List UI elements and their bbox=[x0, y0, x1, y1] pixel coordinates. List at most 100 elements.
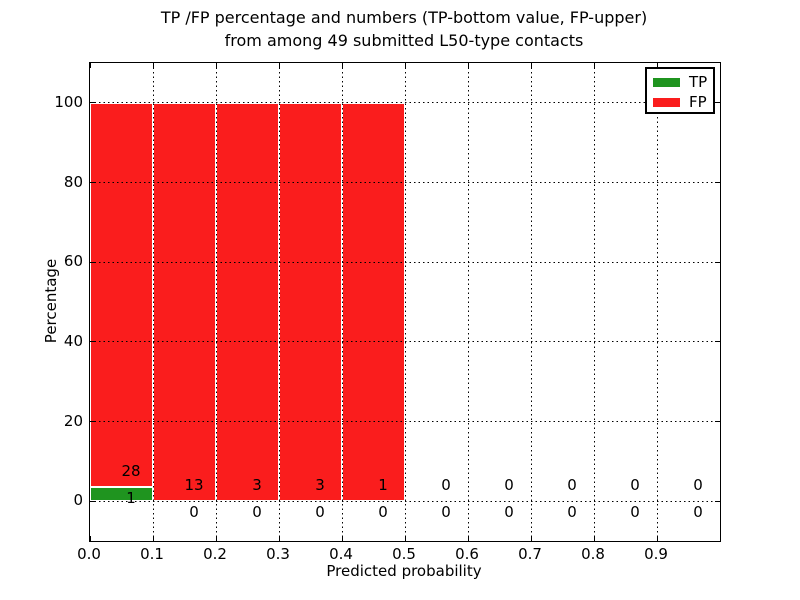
x-axis-label: Predicted probability bbox=[326, 562, 482, 580]
x-tick-label: 0.2 bbox=[203, 545, 227, 563]
horizontal-gridline bbox=[90, 500, 720, 502]
x-tick-mark bbox=[656, 63, 658, 68]
vertical-gridline bbox=[530, 63, 532, 541]
y-axis-label: Percentage bbox=[42, 258, 60, 344]
fp-count-label: 13 bbox=[184, 475, 204, 494]
fp-bar bbox=[342, 102, 405, 502]
horizontal-gridline bbox=[90, 421, 720, 422]
x-tick-mark bbox=[278, 63, 280, 68]
fp-count-label: 28 bbox=[121, 461, 141, 480]
fp-count-label: 0 bbox=[630, 475, 640, 494]
x-tick-mark bbox=[530, 63, 532, 68]
y-tick-mark bbox=[90, 421, 95, 422]
x-tick-mark bbox=[89, 63, 91, 68]
chart-title: TP /FP percentage and numbers (TP-bottom… bbox=[89, 6, 719, 52]
legend-entry-fp: FP bbox=[653, 92, 713, 112]
fp-count-label: 0 bbox=[693, 475, 703, 494]
horizontal-gridline bbox=[90, 182, 720, 183]
x-tick-mark bbox=[656, 536, 658, 541]
vertical-gridline bbox=[467, 63, 469, 541]
x-tick-mark bbox=[89, 536, 91, 541]
x-tick-mark bbox=[593, 63, 595, 68]
x-tick-mark bbox=[467, 63, 469, 68]
y-tick-label: 40 bbox=[63, 331, 83, 350]
fp-count-label: 3 bbox=[315, 475, 325, 494]
x-tick-mark bbox=[278, 536, 280, 541]
chart-title-line2: from among 49 submitted L50-type contact… bbox=[224, 31, 584, 50]
vertical-gridline bbox=[656, 63, 658, 541]
x-tick-label: 0.0 bbox=[77, 545, 101, 563]
vertical-gridline bbox=[215, 63, 217, 541]
y-tick-mark bbox=[90, 341, 95, 343]
x-tick-label: 0.1 bbox=[140, 545, 164, 563]
tp-legend-label: TP bbox=[689, 73, 708, 91]
fp-count-label: 0 bbox=[567, 475, 577, 494]
tp-legend-swatch bbox=[653, 77, 680, 87]
horizontal-gridline bbox=[90, 261, 720, 263]
y-tick-mark bbox=[90, 102, 95, 104]
legend: TP FP bbox=[645, 67, 715, 114]
fp-bar bbox=[153, 102, 216, 502]
fp-count-label: 0 bbox=[504, 475, 514, 494]
x-tick-label: 0.8 bbox=[581, 545, 605, 563]
vertical-gridline bbox=[278, 63, 280, 541]
y-tick-mark bbox=[715, 500, 720, 502]
plot-area bbox=[89, 62, 721, 542]
x-tick-mark bbox=[404, 536, 406, 541]
fp-count-label: 3 bbox=[252, 475, 262, 494]
y-tick-mark bbox=[715, 341, 720, 343]
vertical-gridline bbox=[593, 63, 595, 541]
x-tick-mark bbox=[215, 63, 217, 68]
tp-count-label: 0 bbox=[504, 502, 514, 521]
tp-count-label: 0 bbox=[441, 502, 451, 521]
vertical-gridline bbox=[404, 63, 406, 541]
vertical-gridline bbox=[152, 63, 154, 541]
y-tick-label: 20 bbox=[63, 411, 83, 430]
x-tick-mark bbox=[341, 63, 343, 68]
vertical-gridline bbox=[341, 63, 343, 541]
fp-bar bbox=[216, 102, 279, 502]
y-tick-mark bbox=[715, 421, 720, 422]
tp-count-label: 0 bbox=[189, 502, 199, 521]
y-tick-mark bbox=[715, 261, 720, 263]
tp-count-label: 0 bbox=[378, 502, 388, 521]
fp-legend-swatch bbox=[653, 97, 680, 107]
x-tick-mark bbox=[404, 63, 406, 68]
y-tick-label: 80 bbox=[63, 172, 83, 191]
tp-count-label: 0 bbox=[567, 502, 577, 521]
tp-count-label: 0 bbox=[630, 502, 640, 521]
x-tick-label: 0.6 bbox=[455, 545, 479, 563]
x-tick-mark bbox=[215, 536, 217, 541]
x-tick-label: 0.3 bbox=[266, 545, 290, 563]
tp-count-label: 0 bbox=[693, 502, 703, 521]
y-tick-label: 100 bbox=[54, 92, 83, 111]
y-tick-mark bbox=[715, 182, 720, 183]
tp-count-label: 0 bbox=[315, 502, 325, 521]
fp-count-label: 1 bbox=[378, 475, 388, 494]
tp-count-label: 0 bbox=[252, 502, 262, 521]
y-tick-mark bbox=[90, 500, 95, 502]
x-tick-mark bbox=[593, 536, 595, 541]
legend-entry-tp: TP bbox=[653, 72, 713, 92]
tp-count-label: 1 bbox=[126, 488, 136, 507]
x-tick-label: 0.5 bbox=[392, 545, 416, 563]
y-tick-mark bbox=[715, 102, 720, 104]
y-tick-mark bbox=[90, 261, 95, 263]
fp-count-label: 0 bbox=[441, 475, 451, 494]
horizontal-gridline bbox=[90, 341, 720, 343]
chart-title-line1: TP /FP percentage and numbers (TP-bottom… bbox=[160, 8, 648, 27]
x-tick-label: 0.7 bbox=[518, 545, 542, 563]
x-tick-label: 0.4 bbox=[329, 545, 353, 563]
fp-bar bbox=[90, 102, 153, 488]
x-tick-mark bbox=[341, 536, 343, 541]
y-tick-label: 0 bbox=[73, 491, 83, 510]
y-tick-mark bbox=[90, 182, 95, 183]
x-tick-mark bbox=[152, 63, 154, 68]
horizontal-gridline bbox=[90, 102, 720, 104]
x-tick-label: 0.9 bbox=[644, 545, 668, 563]
fp-legend-label: FP bbox=[689, 93, 707, 111]
x-tick-mark bbox=[152, 536, 154, 541]
y-tick-label: 60 bbox=[63, 252, 83, 271]
x-tick-mark bbox=[530, 536, 532, 541]
